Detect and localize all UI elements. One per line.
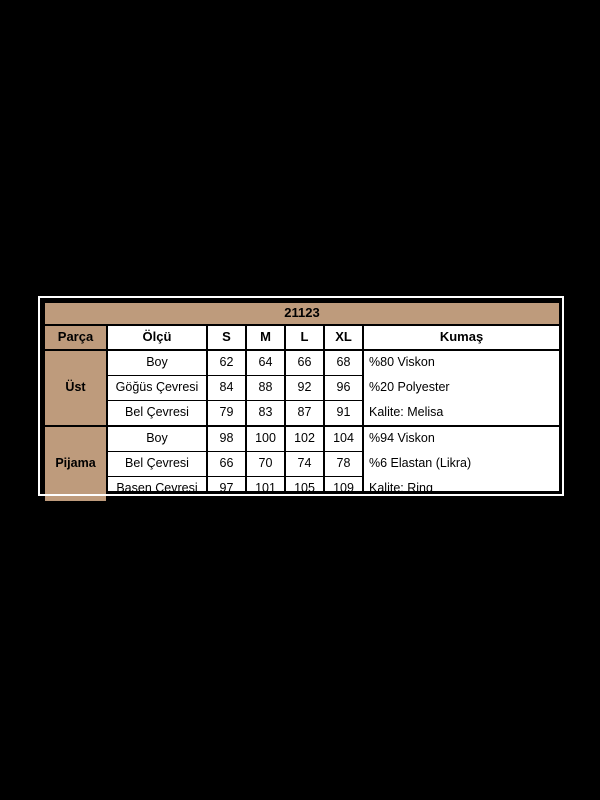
table-row: Göğüs Çevresi 84 88 92 96 [44, 375, 560, 401]
size-value: 88 [245, 375, 286, 401]
col-header-parca: Parça [43, 324, 108, 351]
size-value: 104 [323, 425, 364, 452]
col-header-kumas: Kumaş [361, 324, 562, 351]
size-value: 87 [284, 400, 325, 427]
size-value: 84 [206, 375, 247, 401]
col-header-size-xl: XL [323, 324, 364, 351]
size-value: 64 [245, 349, 286, 376]
size-value: 83 [245, 400, 286, 427]
size-value: 78 [323, 451, 364, 477]
size-value: 66 [284, 349, 325, 376]
size-value: 109 [323, 476, 364, 502]
measure-label: Basen Çevresi [106, 476, 208, 502]
measure-label: Göğüs Çevresi [106, 375, 208, 401]
size-value: 100 [245, 425, 286, 452]
size-value: 96 [323, 375, 364, 401]
size-value: 74 [284, 451, 325, 477]
size-value: 91 [323, 400, 364, 427]
size-value: 105 [284, 476, 325, 502]
size-value: 97 [206, 476, 247, 502]
group-label-ust: Üst [43, 349, 108, 427]
col-header-size-l: L [284, 324, 325, 351]
size-chart-panel: 21123 Parça Ölçü S M L XL Kumaş Üst Boy … [38, 296, 564, 502]
size-value: 79 [206, 400, 247, 427]
col-header-size-m: M [245, 324, 286, 351]
table-row: Bel Çevresi 79 83 87 91 [44, 400, 560, 427]
product-code-title: 21123 [42, 301, 562, 326]
fabric-line: Kalite: Ring [369, 480, 433, 495]
col-header-olcu: Ölçü [106, 324, 208, 351]
size-value: 102 [284, 425, 325, 452]
measure-label: Bel Çevresi [106, 400, 208, 427]
measure-label: Boy [106, 349, 208, 376]
size-value: 68 [323, 349, 364, 376]
fabric-line: %94 Viskon [369, 431, 435, 446]
table-row: Bel Çevresi 66 70 74 78 [44, 451, 560, 477]
fabric-line: %6 Elastan (Likra) [369, 456, 472, 471]
fabric-line: %20 Polyester [369, 380, 450, 395]
fabric-info-lines: %94 Viskon %6 Elastan (Likra) Kalite: Ri… [365, 428, 558, 501]
group-label-pijama: Pijama [43, 425, 108, 502]
size-value: 70 [245, 451, 286, 477]
size-chart-table: 21123 Parça Ölçü S M L XL Kumaş Üst Boy … [42, 301, 562, 502]
table-title-row: 21123 [42, 301, 562, 326]
fabric-info-lines: %80 Viskon %20 Polyester Kalite: Melisa [365, 352, 558, 425]
fabric-info-pijama: %94 Viskon %6 Elastan (Likra) Kalite: Ri… [361, 425, 562, 502]
size-value: 98 [206, 425, 247, 452]
size-value: 66 [206, 451, 247, 477]
col-header-size-s: S [206, 324, 247, 351]
fabric-info-ust: %80 Viskon %20 Polyester Kalite: Melisa [361, 349, 562, 427]
measure-label: Bel Çevresi [106, 451, 208, 477]
column-header-row: Parça Ölçü S M L XL Kumaş [43, 324, 562, 351]
table-row: Basen Çevresi 97 101 105 109 [44, 476, 560, 502]
fabric-line: %80 Viskon [369, 355, 435, 370]
table-row: Üst Boy 62 64 66 68 %80 Viskon %20 Polye… [43, 349, 562, 427]
table-row: Pijama Boy 98 100 102 104 %94 Viskon %6 … [43, 425, 562, 502]
fabric-line: Kalite: Melisa [369, 404, 444, 419]
size-value: 101 [245, 476, 286, 502]
size-value: 92 [284, 375, 325, 401]
size-value: 62 [206, 349, 247, 376]
measure-label: Boy [106, 425, 208, 452]
